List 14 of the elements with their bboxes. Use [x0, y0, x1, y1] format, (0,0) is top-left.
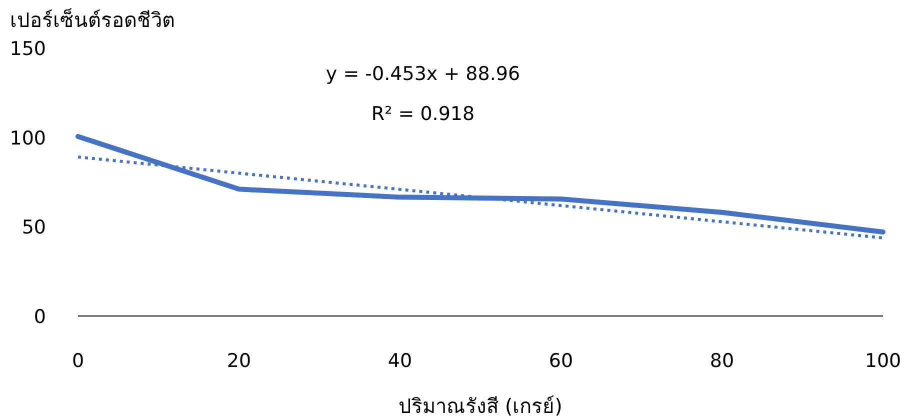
- x-tick-label: 60: [548, 350, 574, 372]
- x-tick-label: 40: [388, 350, 412, 372]
- y-tick-label: 0: [34, 306, 46, 328]
- x-tick-label: 20: [226, 350, 252, 372]
- annotation: y = -0.453x + 88.96: [326, 63, 520, 85]
- x-tick-label: 100: [864, 350, 902, 372]
- y-tick-label: 150: [10, 38, 46, 60]
- y-tick-label: 50: [22, 216, 46, 239]
- y-tick-label: 100: [10, 127, 46, 150]
- x-tick-label: 0: [72, 350, 84, 372]
- x-axis-title: ปริมาณรังสี (เกรย์): [398, 394, 562, 418]
- y-axis-title: เปอร์เซ็นต์รอดชีวิต: [10, 7, 175, 32]
- x-tick-label: 80: [710, 350, 734, 372]
- annotation: R² = 0.918: [371, 103, 475, 125]
